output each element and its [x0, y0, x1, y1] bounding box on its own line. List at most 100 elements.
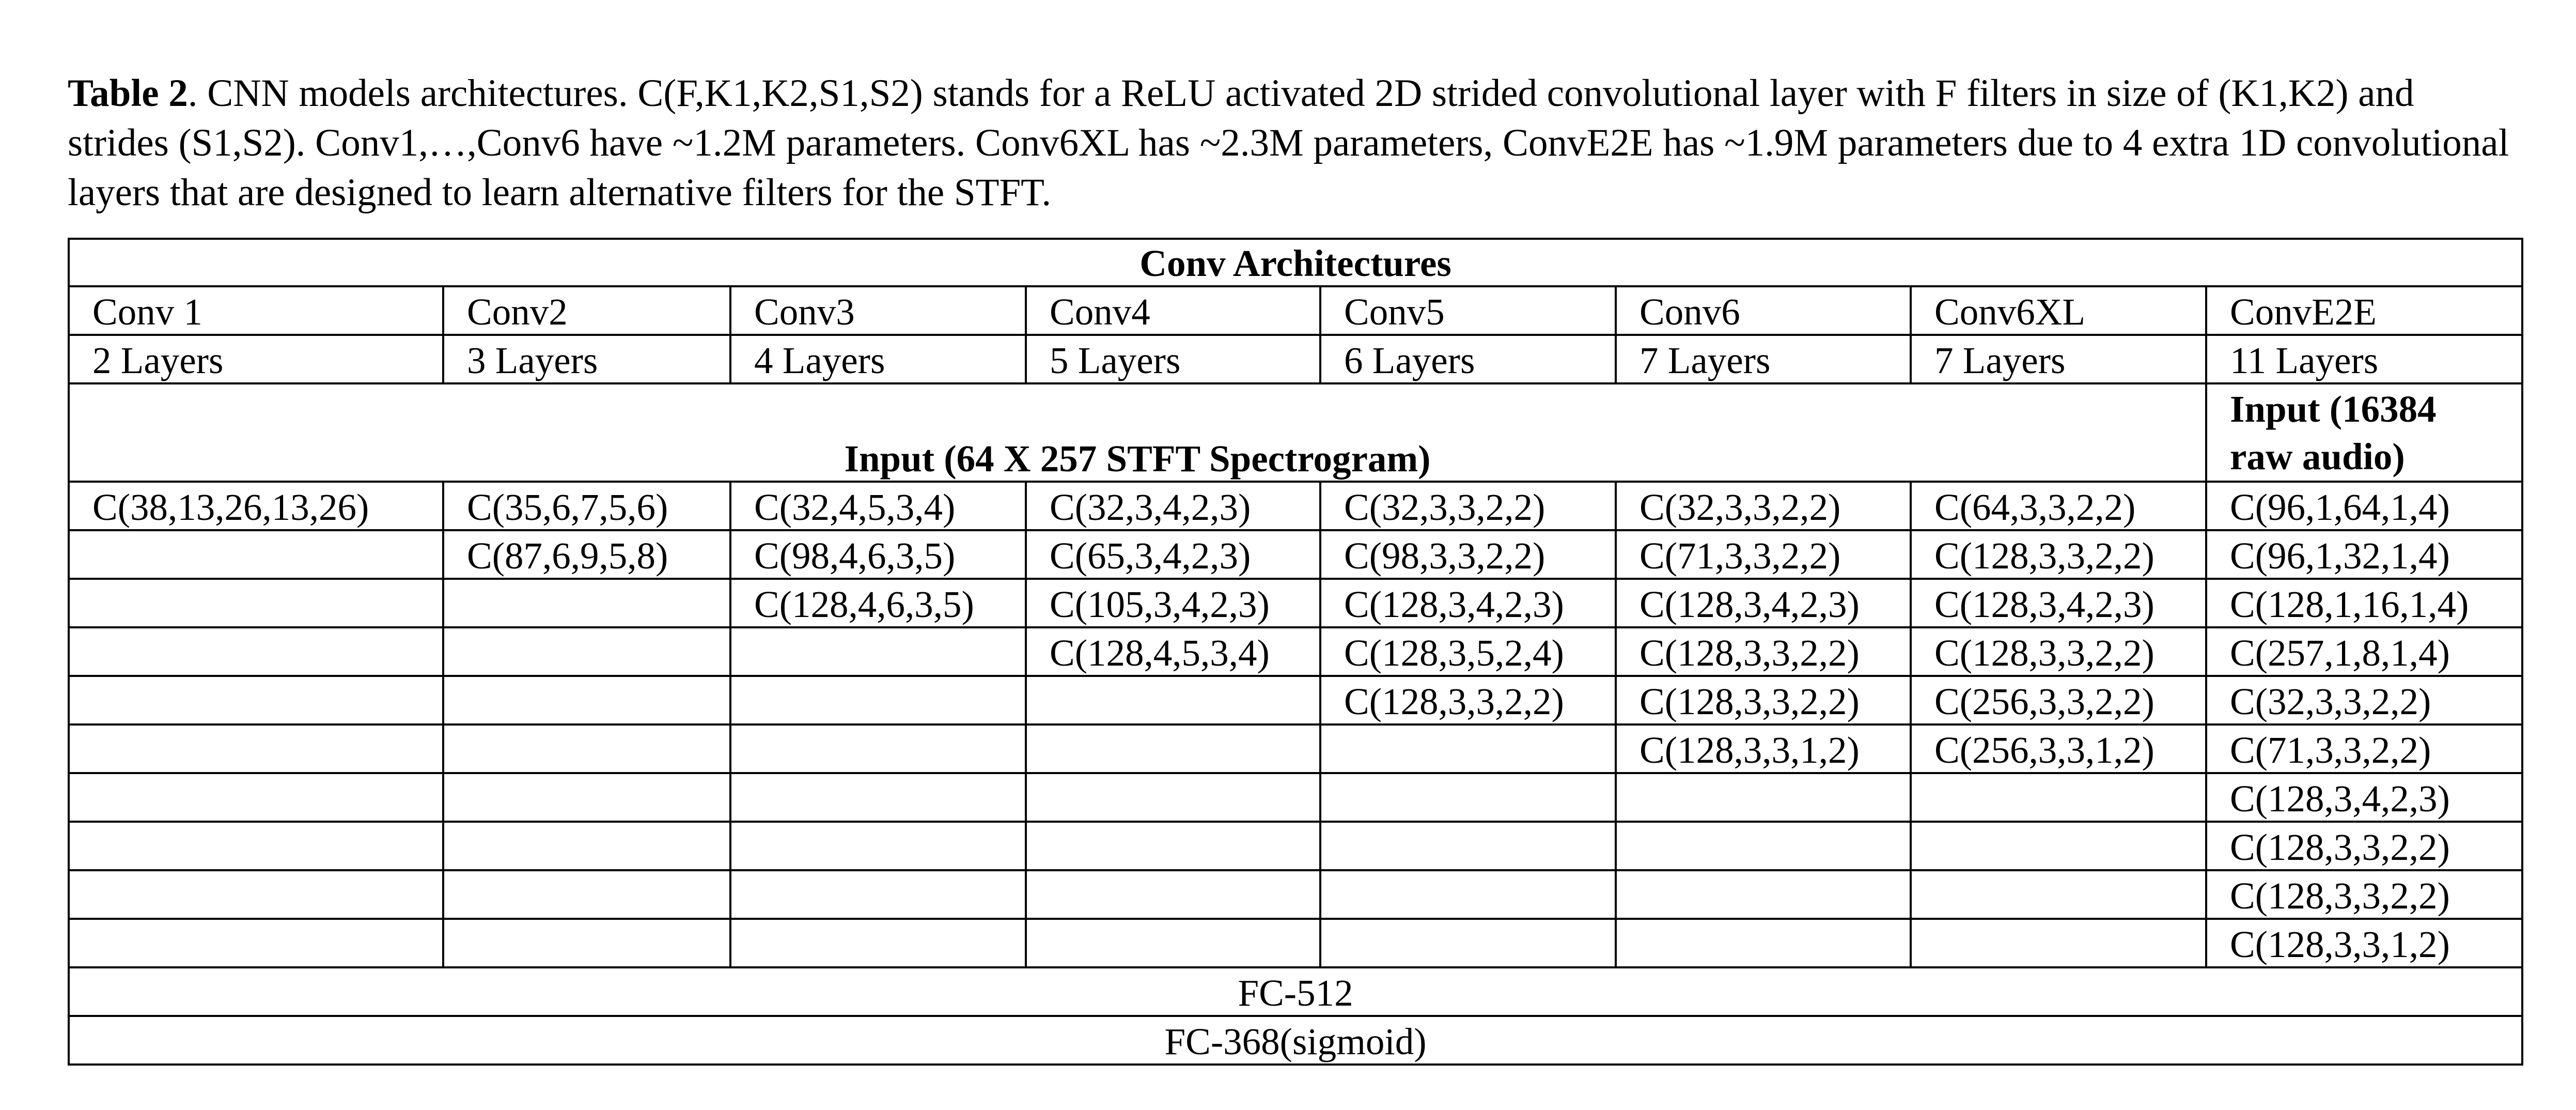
layer-cell: C(98,4,6,3,5) — [729, 529, 1027, 580]
layer-cell: C(32,3,4,2,3) — [1025, 481, 1321, 531]
layer-cell — [729, 675, 1027, 726]
layer-cell: C(32,3,3,2,2) — [2205, 675, 2524, 726]
layer-row: C(128,4,6,3,5) C(105,3,4,2,3) C(128,3,4,2,… — [68, 578, 2524, 628]
layer-cell — [68, 675, 444, 726]
layer-cell — [68, 529, 444, 580]
layer-row: C(128,3,3,1,2) — [68, 918, 2524, 968]
model-layer-count-cell: 2 Layers — [68, 334, 444, 384]
layer-cell: C(32,3,3,2,2) — [1319, 481, 1617, 531]
layer-cell — [1319, 772, 1617, 823]
model-name-row: Conv 1 Conv2 Conv3 Conv4 Conv5 Conv6 Conv6XL Co… — [68, 285, 2524, 336]
architectures-table: Conv Architectures Conv 1 Conv2 Conv3 Conv4… — [67, 238, 2524, 1066]
layer-cell — [68, 723, 444, 774]
layer-cell: C(128,3,3,1,2) — [2205, 918, 2524, 968]
layer-cell — [729, 918, 1027, 968]
layer-cell — [442, 869, 731, 920]
layer-cell — [1910, 772, 2207, 823]
layer-cell — [1025, 918, 1321, 968]
layer-cell: C(38,13,26,13,26) — [68, 481, 444, 531]
model-layers-row: 2 Layers 3 Layers 4 Layers 5 Layers 6 Layers… — [68, 334, 2524, 384]
layer-row: C(128,3,4,2,3) — [68, 772, 2524, 823]
layer-cell — [68, 821, 444, 871]
layer-cell — [1025, 772, 1321, 823]
layer-cell: C(71,3,3,2,2) — [2205, 723, 2524, 774]
layer-cell — [442, 918, 731, 968]
title-row: Conv Architectures — [67, 238, 2524, 287]
layer-cell: C(128,3,3,1,2) — [1615, 723, 1912, 774]
layer-cell — [68, 772, 444, 823]
layer-cell: C(128,3,3,2,2) — [1910, 626, 2207, 677]
model-layer-count-cell: 3 Layers — [442, 334, 731, 384]
layer-cell — [1025, 821, 1321, 871]
layer-cell: C(105,3,4,2,3) — [1025, 578, 1321, 628]
layer-cell: C(128,4,5,3,4) — [1025, 626, 1321, 677]
layer-row: C(128,3,3,2,2) — [68, 869, 2524, 920]
layer-cell — [442, 772, 731, 823]
layer-cell: C(32,4,5,3,4) — [729, 481, 1027, 531]
layer-cell: C(128,3,4,2,3) — [1319, 578, 1617, 628]
model-layer-count-cell: 7 Layers — [1910, 334, 2207, 384]
layer-row: C(128,3,3,2,2) C(128,3,3,2,2) C(256,3,3,2,… — [68, 675, 2524, 726]
layer-cell: C(128,3,5,2,4) — [1319, 626, 1617, 677]
layer-cell — [68, 578, 444, 628]
layer-cell: C(128,3,3,2,2) — [1910, 529, 2207, 580]
caption-text: . CNN models architectures. C(F,K1,K2,S1… — [68, 72, 2509, 214]
layer-cell: C(128,3,3,2,2) — [2205, 869, 2524, 920]
layer-cell: C(128,3,4,2,3) — [1910, 578, 2207, 628]
layer-cell — [1910, 869, 2207, 920]
layer-cell — [729, 772, 1027, 823]
model-layer-count-cell: 7 Layers — [1615, 334, 1912, 384]
input-spectrogram-cell: Input (64 X 257 STFT Spectrogram) — [68, 382, 2207, 483]
layer-cell — [68, 626, 444, 677]
layer-cell — [1025, 869, 1321, 920]
layer-cell: C(96,1,64,1,4) — [2205, 481, 2524, 531]
layer-cell — [1025, 723, 1321, 774]
layer-cell — [1910, 821, 2207, 871]
caption-label: Table 2 — [68, 72, 188, 115]
model-name-cell: Conv2 — [442, 285, 731, 336]
fc-368-sigmoid-cell: FC-368(sigmoid) — [67, 1015, 2524, 1066]
layer-cell — [442, 723, 731, 774]
layer-cell: C(128,3,3,2,2) — [2205, 821, 2524, 871]
table-body: Conv Architectures Conv 1 Conv2 Conv3 Conv4… — [67, 238, 2524, 1066]
model-name-cell: Conv5 — [1319, 285, 1617, 336]
layer-row: C(87,6,9,5,8) C(98,4,6,3,5) C(65,3,4,2,3) C… — [68, 529, 2524, 580]
layer-cell: C(98,3,3,2,2) — [1319, 529, 1617, 580]
layer-cell — [1615, 772, 1912, 823]
layer-cell — [442, 821, 731, 871]
input-row: Input (64 X 257 STFT Spectrogram) Input … — [68, 382, 2524, 483]
layer-cell: C(65,3,4,2,3) — [1025, 529, 1321, 580]
layer-cell — [1319, 821, 1617, 871]
layer-cell: C(96,1,32,1,4) — [2205, 529, 2524, 580]
layer-cell: C(128,1,16,1,4) — [2205, 578, 2524, 628]
layer-cell: C(128,3,4,2,3) — [1615, 578, 1912, 628]
layer-cell: C(256,3,3,1,2) — [1910, 723, 2207, 774]
model-layer-count-cell: 4 Layers — [729, 334, 1027, 384]
layer-cell — [442, 675, 731, 726]
layer-cell — [729, 869, 1027, 920]
layer-cell — [68, 869, 444, 920]
layer-cell: C(128,3,3,2,2) — [1615, 626, 1912, 677]
layer-cell — [729, 821, 1027, 871]
layer-cell: C(71,3,3,2,2) — [1615, 529, 1912, 580]
layer-cell — [68, 918, 444, 968]
layer-cell: C(256,3,3,2,2) — [1910, 675, 2207, 726]
layer-row: C(38,13,26,13,26) C(35,6,7,5,6) C(32,4,5,3… — [68, 481, 2524, 531]
layer-cell: C(35,6,7,5,6) — [442, 481, 731, 531]
table-title: Conv Architectures — [67, 238, 2524, 287]
fc-512-cell: FC-512 — [67, 966, 2524, 1017]
model-name-cell: Conv6XL — [1910, 285, 2207, 336]
layer-cell — [1615, 918, 1912, 968]
layer-cell: C(128,3,3,2,2) — [1319, 675, 1617, 726]
model-layer-count-cell: 6 Layers — [1319, 334, 1617, 384]
layer-cell — [729, 723, 1027, 774]
layer-cell — [1319, 869, 1617, 920]
layer-row: C(128,3,3,1,2) C(256,3,3,1,2) C(71,3,3,2,2… — [68, 723, 2524, 774]
input-raw-audio-cell: Input (16384 raw audio) — [2205, 382, 2524, 483]
layer-row: C(128,4,5,3,4) C(128,3,5,2,4) C(128,3,3,2,… — [68, 626, 2524, 677]
layer-cell — [1319, 723, 1617, 774]
model-name-cell: Conv6 — [1615, 285, 1912, 336]
layer-cell: C(32,3,3,2,2) — [1615, 481, 1912, 531]
fc-368-row: FC-368(sigmoid) — [67, 1015, 2524, 1066]
model-layer-count-cell: 11 Layers — [2205, 334, 2524, 384]
